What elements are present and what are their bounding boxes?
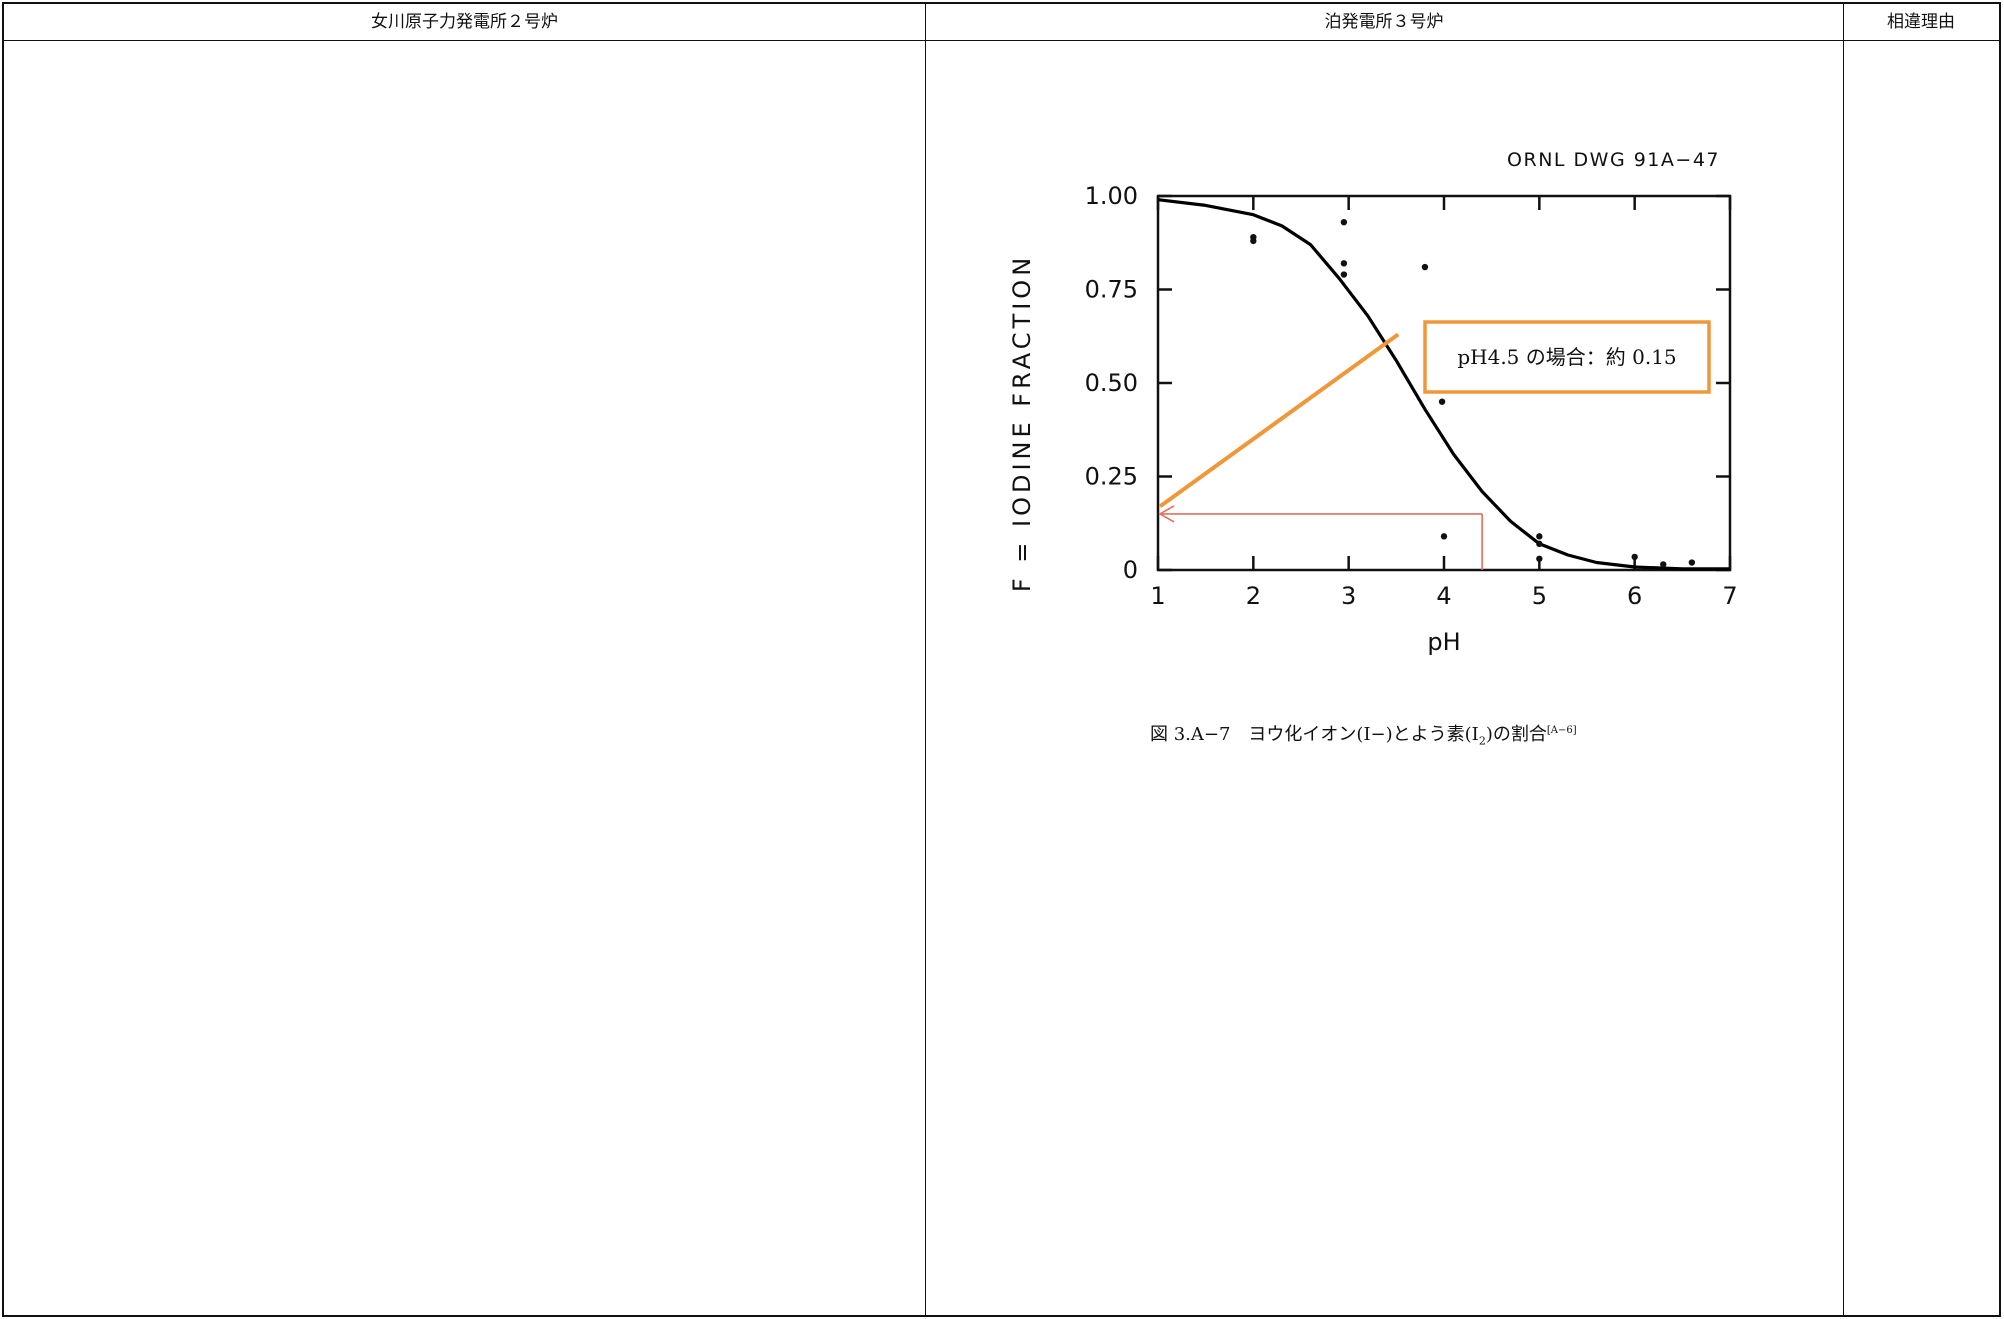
- x-tick-label-7: 7: [1722, 582, 1737, 610]
- x-tick-label-6: 6: [1627, 582, 1642, 610]
- fitted-curve: [1157, 198, 1730, 571]
- data-point-1: [1250, 237, 1257, 245]
- data-point-12: [1660, 561, 1667, 568]
- data-point-8: [1536, 533, 1543, 540]
- y-tick-label-0: 0: [1123, 556, 1138, 584]
- data-point-2: [1340, 218, 1348, 226]
- caption-middle: )の割合: [1485, 724, 1547, 745]
- readout-arrowhead: [1158, 505, 1175, 523]
- caption-prefix: 図 3.A−7 ヨウ化イオン(I−)とよう素(I: [1150, 724, 1479, 745]
- x-tick-label-2: 2: [1246, 582, 1261, 610]
- data-point-9: [1536, 540, 1543, 548]
- column-divider-1: [925, 4, 926, 1315]
- caption-subscript: 2: [1478, 734, 1486, 748]
- header-divider: [4, 40, 1999, 41]
- data-point-3: [1340, 260, 1348, 267]
- column-divider-2: [1843, 4, 1844, 1315]
- data-point-7: [1440, 533, 1448, 540]
- header-left: 女川原子力発電所２号炉: [371, 12, 558, 32]
- y-tick-label-0.25: 0.25: [1085, 463, 1138, 491]
- iodine-fraction-chart: 1 2 3 4 5 6 7 0 0.25 0.50 0.75 1.00 pH F = IODINE FRA…: [1008, 149, 1738, 656]
- y-tick-label-0.50: 0.50: [1085, 369, 1138, 397]
- header-right: 相違理由: [1887, 12, 1955, 32]
- y-axis-label: F = IODINE FRACTION: [1008, 254, 1036, 592]
- data-point-6: [1438, 398, 1446, 405]
- x-tick-label-4: 4: [1436, 582, 1451, 610]
- header-middle: 泊発電所３号炉: [1324, 12, 1444, 32]
- callout-text: pH4.5 の場合：約 0.15: [1457, 345, 1676, 369]
- data-point-13: [1688, 559, 1696, 566]
- x-tick-label-1: 1: [1150, 582, 1165, 610]
- y-tick-label-0.75: 0.75: [1085, 276, 1138, 304]
- data-point-5: [1421, 263, 1429, 271]
- drawing-id: ORNL DWG 91A−47: [1507, 149, 1720, 171]
- callout-box: [1423, 320, 1711, 394]
- y-tick-label-1.00: 1.00: [1085, 182, 1138, 210]
- figure-caption: 図 3.A−7 ヨウ化イオン(I−)とよう素(I2)の割合[A−6]: [1150, 720, 1577, 748]
- data-point-11: [1631, 553, 1638, 561]
- data-point-4: [1340, 271, 1348, 278]
- data-point-10: [1536, 555, 1543, 562]
- caption-reference: [A−6]: [1546, 725, 1577, 736]
- x-tick-label-3: 3: [1341, 582, 1356, 610]
- x-tick-label-5: 5: [1532, 582, 1547, 610]
- callout-line: [1158, 332, 1400, 509]
- x-axis-label: pH: [1427, 628, 1460, 656]
